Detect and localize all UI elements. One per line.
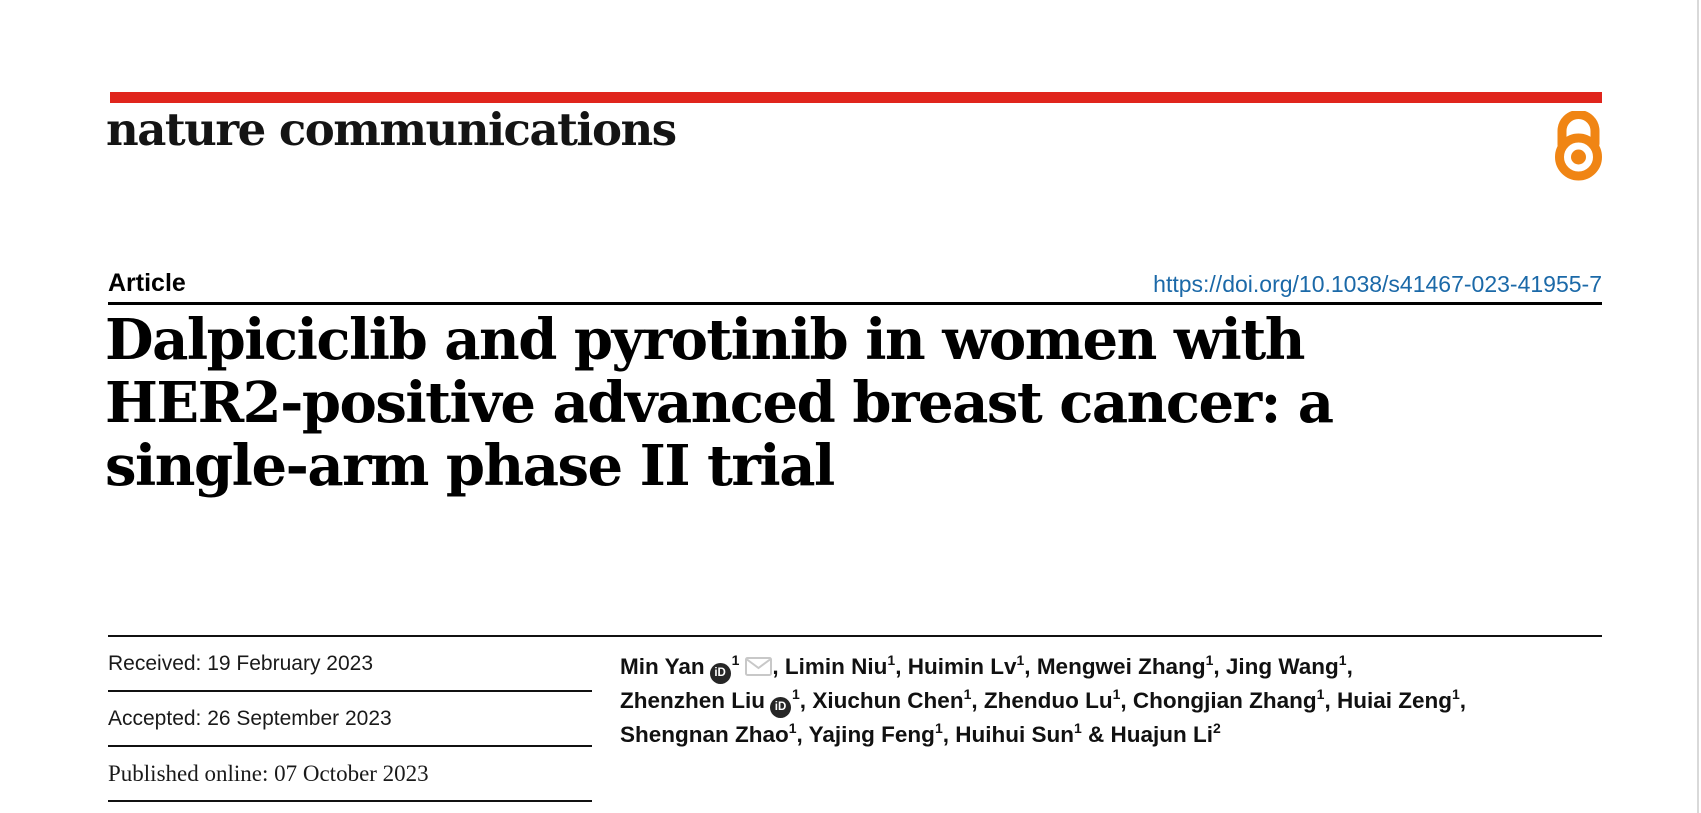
affiliation-superscript: 1 (1451, 685, 1460, 702)
author-separator: , (1024, 654, 1037, 679)
author-name: Jing Wang (1225, 654, 1339, 679)
affiliation-superscript: 1 (1073, 719, 1082, 736)
affiliation-superscript: 1 (731, 651, 740, 668)
affiliation-superscript: 1 (1316, 685, 1325, 702)
affiliation-superscript: 1 (792, 685, 800, 702)
affiliation-superscript: 1 (1205, 651, 1214, 668)
author-name: Mengwei Zhang (1036, 654, 1206, 679)
affiliation-superscript: 1 (963, 685, 972, 702)
author-separator: , (971, 688, 984, 713)
author-separator: , (895, 654, 908, 679)
author-name: Huihui Sun (955, 722, 1074, 747)
author-separator: , (1213, 654, 1226, 679)
title-line: single-arm phase II trial (105, 433, 835, 499)
author-name: Huajun Li (1110, 722, 1214, 747)
affiliation-superscript: 1 (1338, 651, 1347, 668)
author-separator: , (942, 722, 956, 747)
orcid-icon[interactable]: iD (709, 663, 731, 684)
author-list: Min Yan iD1, Limin Niu1, Huimin Lv1, Meng… (620, 637, 1600, 752)
affiliation-superscript: 1 (887, 651, 896, 668)
dates-column: Received: 19 February 2023 Accepted: 26 … (108, 637, 592, 802)
masthead-red-bar (110, 92, 1602, 103)
article-header-row: Article https://doi.org/10.1038/s41467-0… (108, 250, 1602, 298)
author-separator: , (796, 722, 809, 747)
author-name: Min Yan (620, 654, 705, 679)
affiliation-superscript: 1 (934, 719, 943, 736)
title-line: HER2-positive advanced breast cancer: a (105, 370, 1334, 436)
author-separator: , (799, 688, 813, 713)
journal-logo[interactable]: nature communications (106, 103, 677, 156)
received-date: Received: 19 February 2023 (108, 637, 592, 692)
author-separator: & (1081, 722, 1111, 747)
author-name: Zhenduo Lu (983, 688, 1113, 713)
open-access-icon[interactable] (1555, 110, 1602, 181)
page-edge-divider (1697, 0, 1699, 813)
article-type-label: Article (108, 269, 186, 297)
author-name: Huimin Lv (907, 654, 1017, 679)
published-date: Published online: 07 October 2023 (108, 747, 592, 802)
author-separator: , (1346, 654, 1353, 679)
meta-section: Received: 19 February 2023 Accepted: 26 … (108, 635, 1602, 802)
author-name: Chongjian Zhang (1132, 688, 1317, 713)
title-line: Dalpiciclib and pyrotinib in women with (105, 307, 1305, 373)
accepted-date: Accepted: 26 September 2023 (108, 692, 592, 747)
author-name: Shengnan Zhao (620, 722, 789, 747)
author-separator: , (1459, 688, 1467, 713)
author-name: Yajing Feng (808, 722, 935, 747)
email-envelope-icon[interactable] (745, 657, 773, 676)
author-name: Limin Niu (784, 654, 888, 679)
affiliation-superscript: 2 (1213, 719, 1221, 736)
author-name: Huiai Zeng (1336, 688, 1452, 713)
affiliation-superscript: 1 (1112, 685, 1121, 702)
affiliation-superscript: 1 (788, 719, 797, 736)
author-name: Zhenzhen Liu (620, 688, 765, 713)
author-separator: , (1324, 688, 1337, 713)
article-title: Dalpiciclib and pyrotinib in women with … (105, 309, 1605, 498)
author-name: Xiuchun Chen (812, 688, 964, 713)
author-separator: , (772, 654, 785, 679)
doi-link[interactable]: https://doi.org/10.1038/s41467-023-41955… (1153, 271, 1602, 297)
orcid-icon[interactable]: iD (770, 697, 791, 718)
affiliation-superscript: 1 (1016, 651, 1025, 668)
author-separator: , (1120, 688, 1133, 713)
header-divider (108, 302, 1602, 305)
